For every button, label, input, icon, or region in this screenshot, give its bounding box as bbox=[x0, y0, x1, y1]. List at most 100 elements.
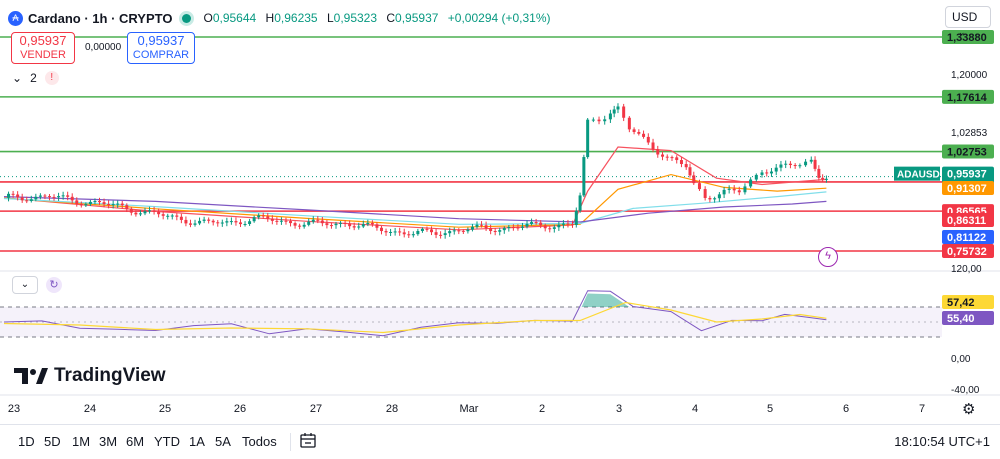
candle-body bbox=[343, 222, 347, 224]
candle-body bbox=[597, 119, 601, 122]
candle-body bbox=[511, 227, 515, 229]
time-tick-label: 26 bbox=[234, 403, 246, 415]
candle-body bbox=[43, 195, 47, 197]
refresh-icon[interactable]: ↻ bbox=[46, 277, 62, 293]
warning-icon[interactable]: ! bbox=[44, 71, 59, 85]
candle-body bbox=[111, 204, 115, 206]
candle-body bbox=[84, 204, 88, 206]
candle-body bbox=[646, 136, 650, 143]
toolbar-divider bbox=[290, 433, 291, 451]
candle-body bbox=[188, 223, 192, 225]
candle-body bbox=[552, 227, 556, 229]
candle-body bbox=[138, 213, 142, 215]
timeframe-1a[interactable]: 1A bbox=[189, 434, 205, 449]
level-label-bg bbox=[942, 30, 994, 44]
timeframe-5d[interactable]: 5D bbox=[44, 434, 61, 449]
chevron-down-icon: ⌄ bbox=[20, 279, 30, 290]
candle-body bbox=[703, 189, 707, 198]
candle-body bbox=[398, 231, 402, 233]
cardano-logo-icon: ₳ bbox=[8, 10, 23, 26]
candle-body bbox=[384, 231, 388, 233]
candle-body bbox=[320, 220, 324, 224]
candle-body bbox=[749, 179, 753, 187]
ma-value-label-bg bbox=[942, 213, 994, 227]
candle-body bbox=[566, 223, 570, 225]
timeframe-6m[interactable]: 6M bbox=[126, 434, 145, 449]
candle-body bbox=[480, 224, 484, 226]
calendar-range-icon[interactable] bbox=[299, 431, 317, 449]
chevron-down-icon[interactable]: ⌄ bbox=[12, 71, 23, 85]
time-tick-label: 24 bbox=[84, 403, 96, 415]
candle-body bbox=[311, 219, 315, 222]
currency-selector[interactable]: USD ⌄ bbox=[945, 6, 991, 37]
candle-body bbox=[302, 224, 306, 227]
timeframe-ytd[interactable]: YTD bbox=[154, 434, 180, 449]
symbol-title[interactable]: Cardano · 1h · CRYPTO bbox=[28, 10, 173, 26]
tradingview-logo[interactable]: TradingView bbox=[14, 365, 166, 387]
logo-text: TradingView bbox=[54, 365, 166, 386]
last-price-value: 0,95937 bbox=[947, 169, 987, 181]
timeframe-all[interactable]: Todos bbox=[242, 434, 277, 449]
rsi-pane-controls: ⌄ ↻ bbox=[12, 276, 62, 294]
timeframe-5a[interactable]: 5A bbox=[215, 434, 231, 449]
candle-body bbox=[434, 232, 438, 235]
indicator-layers[interactable]: ⌄ 2 ! bbox=[12, 71, 59, 85]
collapse-pane-button[interactable]: ⌄ bbox=[12, 276, 38, 294]
candle-body bbox=[175, 215, 179, 217]
candle-body bbox=[713, 198, 717, 200]
candle-body bbox=[70, 196, 74, 201]
candle-body bbox=[257, 215, 261, 218]
candle-body bbox=[557, 224, 561, 228]
candle-body bbox=[20, 197, 24, 201]
candle-body bbox=[813, 159, 817, 169]
candle-body bbox=[47, 196, 51, 198]
candle-body bbox=[29, 199, 33, 202]
gear-icon[interactable]: ⚙ bbox=[962, 401, 976, 418]
candle-body bbox=[779, 164, 783, 168]
candle-body bbox=[289, 221, 293, 224]
candle-body bbox=[760, 172, 764, 175]
candle-body bbox=[307, 221, 311, 225]
candle-body bbox=[688, 167, 692, 176]
timeframe-1d[interactable]: 1D bbox=[18, 434, 35, 449]
flash-alert-icon[interactable]: ϟ bbox=[818, 247, 838, 267]
candle-body bbox=[507, 227, 511, 229]
chevron-down-icon: ⌄ bbox=[958, 27, 966, 37]
candle-body bbox=[129, 208, 133, 213]
level-label: 1,02753 bbox=[947, 147, 987, 159]
level-label-bg bbox=[942, 144, 994, 159]
candle-body bbox=[229, 221, 233, 223]
sell-button[interactable]: 0,95937 VENDER bbox=[11, 32, 75, 64]
candle-body bbox=[361, 224, 365, 227]
buy-price: 0,95937 bbox=[137, 33, 185, 48]
candle-body bbox=[279, 220, 283, 222]
last-price-symbol: ADAUSD bbox=[897, 170, 940, 181]
candle-body bbox=[466, 229, 470, 232]
candle-body bbox=[75, 200, 79, 204]
buy-button[interactable]: 0,95937 COMPRAR bbox=[127, 32, 195, 64]
candle-body bbox=[25, 200, 29, 202]
timeframe-1m[interactable]: 1M bbox=[72, 434, 91, 449]
candle-body bbox=[622, 106, 626, 118]
sell-price: 0,95937 bbox=[19, 33, 67, 48]
last-price-symbol-bg bbox=[894, 166, 940, 181]
candle-body bbox=[411, 234, 415, 236]
rsi-overbought-fill bbox=[581, 293, 630, 307]
layers-count: 2 bbox=[30, 71, 37, 85]
candle-body bbox=[784, 163, 788, 165]
candle-body bbox=[202, 219, 206, 221]
candle-body bbox=[193, 223, 197, 225]
time-tick-label: 25 bbox=[159, 403, 171, 415]
candle-body bbox=[152, 210, 156, 212]
rsi-value-label-bg bbox=[942, 295, 994, 309]
timeframe-3m[interactable]: 3M bbox=[99, 434, 118, 449]
candle-body bbox=[220, 222, 224, 224]
candle-body bbox=[591, 119, 595, 121]
rsi-axis-tick: 0,00 bbox=[951, 354, 971, 365]
candle-body bbox=[339, 222, 343, 224]
candle-body bbox=[243, 224, 247, 226]
clock[interactable]: 18:10:54 UTC+1 bbox=[894, 434, 990, 449]
candle-body bbox=[57, 196, 61, 198]
candle-body bbox=[211, 220, 215, 223]
